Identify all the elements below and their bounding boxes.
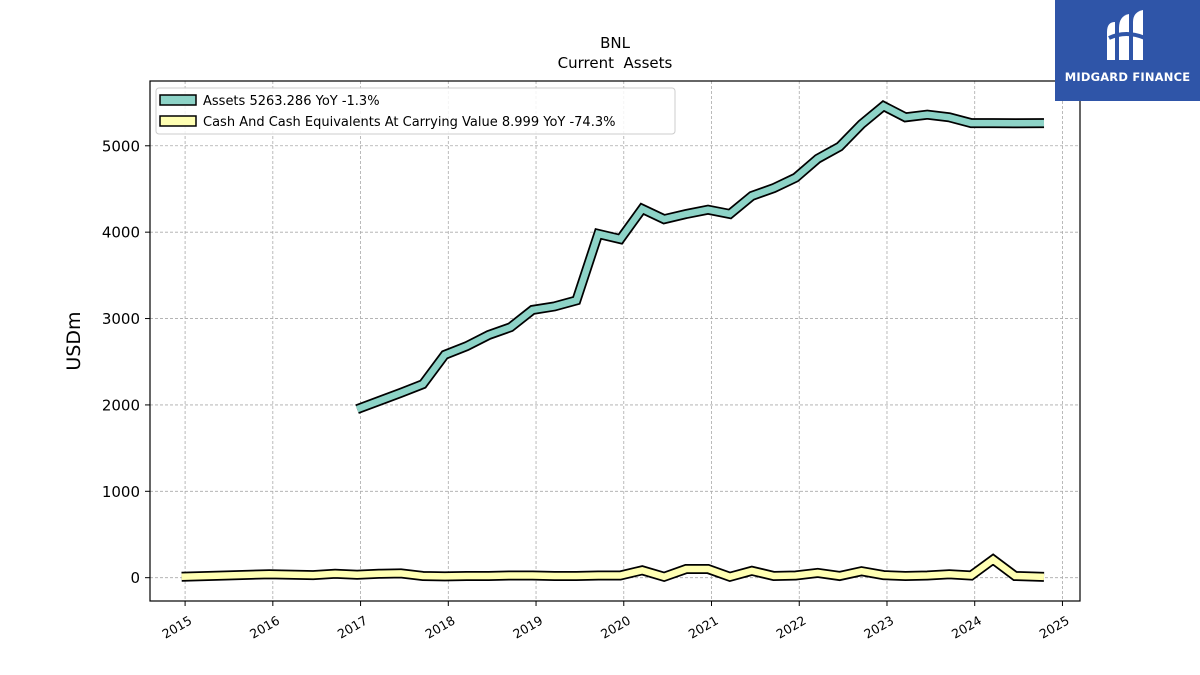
y-tick-label: 4000 (102, 224, 140, 242)
legend-label: Cash And Cash Equivalents At Carrying Va… (203, 115, 615, 130)
legend: Assets 5263.286 YoY -1.3% Cash And Cash E… (155, 87, 676, 135)
y-tick-label: 5000 (102, 137, 140, 155)
series-1 (181, 553, 1045, 583)
x-tick-label: 2015 (159, 613, 194, 642)
x-tick-label: 2019 (510, 613, 545, 642)
brand-mark-icon (1107, 10, 1146, 60)
y-tick-label: 0 (130, 569, 140, 587)
brand-logo: MIDGARD FINANCE (1055, 0, 1200, 101)
y-axis-label: USDm (63, 311, 85, 370)
x-tick-label: 2016 (247, 613, 282, 642)
legend-label: Assets 5263.286 YoY -1.3% (203, 94, 380, 109)
y-tick-label: 2000 (102, 396, 140, 414)
y-tick-label: 3000 (102, 310, 140, 328)
x-tick-label: 2022 (773, 613, 808, 642)
series-line (355, 102, 1045, 413)
plot-frame (149, 80, 1081, 602)
x-tick-label: 2018 (423, 613, 458, 642)
series-0 (355, 100, 1045, 414)
y-tick-label: 1000 (102, 483, 140, 501)
legend-box (155, 87, 676, 135)
series-lines (181, 100, 1045, 583)
x-tick-label: 2023 (861, 613, 896, 642)
legend-swatch (159, 115, 197, 127)
x-tick-label: 2024 (949, 613, 984, 642)
chart-title: BNL (600, 34, 631, 52)
x-tick-label: 2021 (686, 613, 721, 642)
brand-name: MIDGARD FINANCE (1064, 70, 1191, 84)
axes: 2015 2016 2017 2018 2019 2020 2021 2022 2023 2024… (102, 137, 1072, 641)
x-tick-label: 2025 (1037, 613, 1072, 642)
x-tick-label: 2020 (598, 613, 633, 642)
chart-subtitle: Current Assets (558, 54, 673, 72)
series-line (181, 555, 1045, 581)
grid (150, 81, 1080, 601)
x-tick-label: 2017 (335, 613, 370, 642)
legend-swatch (159, 94, 197, 106)
series-line-outline (355, 100, 1045, 414)
